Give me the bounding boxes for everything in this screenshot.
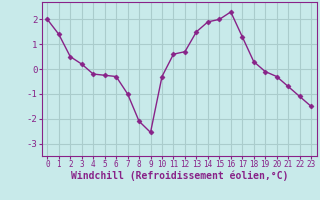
X-axis label: Windchill (Refroidissement éolien,°C): Windchill (Refroidissement éolien,°C) xyxy=(70,171,288,181)
